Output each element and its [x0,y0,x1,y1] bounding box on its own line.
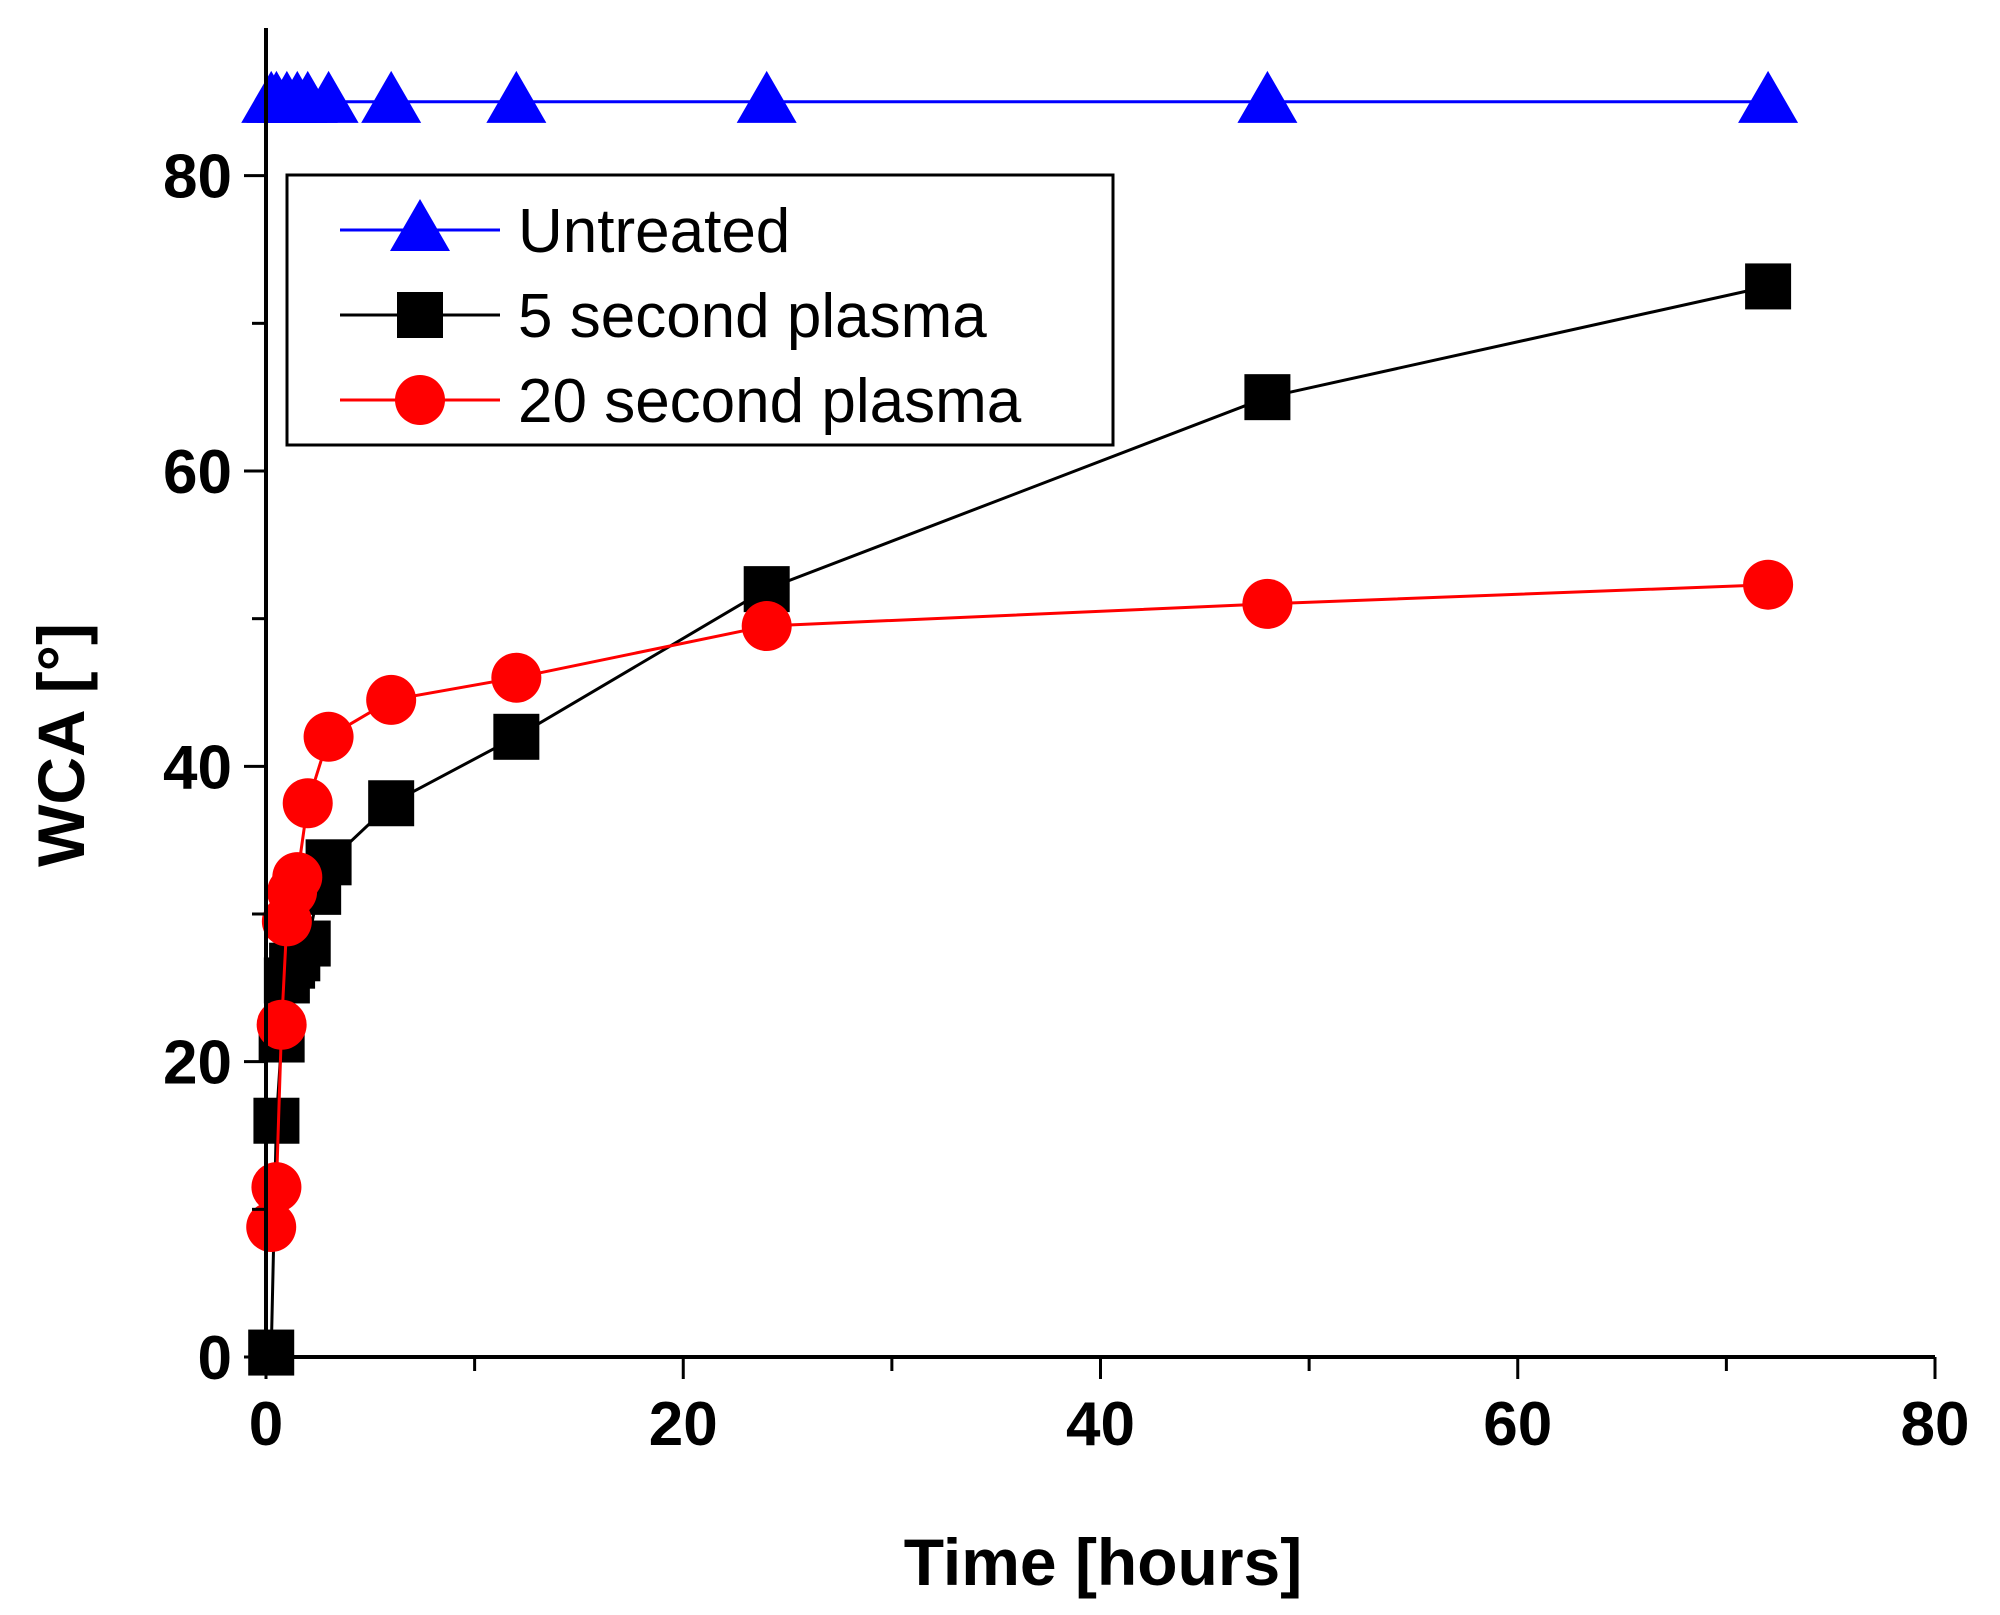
legend-marker [390,199,450,251]
legend-entry-5-second-plasma: 5 second plasma [340,282,987,351]
y-axis-title: WCA [°] [24,623,98,867]
20-second-plasma-point [282,778,333,829]
legend-entry-untreated: Untreated [340,197,790,266]
x-tick-label: 80 [1901,1390,1970,1459]
legend-entry-20-second-plasma: 20 second plasma [340,367,1022,436]
x-tick-label: 0 [249,1390,283,1459]
5-second-plasma-point [253,1097,300,1144]
series-untreated [241,70,1799,123]
20-second-plasma-point [741,601,792,652]
series-20-second-plasma [246,559,1794,1253]
5-second-plasma-point [368,780,415,827]
20-second-plasma-point [491,652,542,703]
5-second-plasma-point [1745,263,1792,310]
5-second-plasma-point [493,713,540,760]
untreated-point [486,70,547,123]
20-second-plasma-point [256,999,307,1050]
legend-label: Untreated [518,197,790,266]
5-second-plasma-point [248,1329,295,1376]
x-tick-label: 40 [1066,1390,1135,1459]
y-tick-label: 40 [163,733,232,802]
5-second-plasma-point [1244,374,1291,421]
legend-marker [397,292,443,338]
20-second-plasma-point [246,1202,297,1253]
legend-marker [395,375,445,425]
y-tick-label: 0 [198,1324,232,1393]
untreated-point [361,70,422,123]
untreated-point [736,70,797,123]
legend-label: 5 second plasma [518,282,987,351]
y-tick-label: 60 [163,438,232,507]
y-tick-label: 80 [163,143,232,212]
y-tick-label: 20 [163,1029,232,1098]
untreated-point [1738,70,1799,123]
20-second-plasma-point [1743,559,1794,610]
20-second-plasma-point [366,674,417,725]
20-second-plasma-point [251,1162,302,1213]
legend-label: 20 second plasma [518,367,1022,436]
legend: Untreated 5 second plasma 20 second plasma [285,173,1115,447]
20-second-plasma-point [1242,578,1293,629]
20-second-plasma-point [272,852,323,903]
x-axis-title: Time [hours] [904,1525,1302,1599]
untreated-point [298,70,359,123]
x-tick-label: 60 [1483,1390,1552,1459]
untreated-point [1237,70,1298,123]
x-tick-label: 20 [649,1390,718,1459]
axes: 0 20 40 60 80 0 20 40 60 80 [163,28,1969,1459]
series-layer [241,70,1799,1376]
20-second-plasma-point [303,711,354,762]
